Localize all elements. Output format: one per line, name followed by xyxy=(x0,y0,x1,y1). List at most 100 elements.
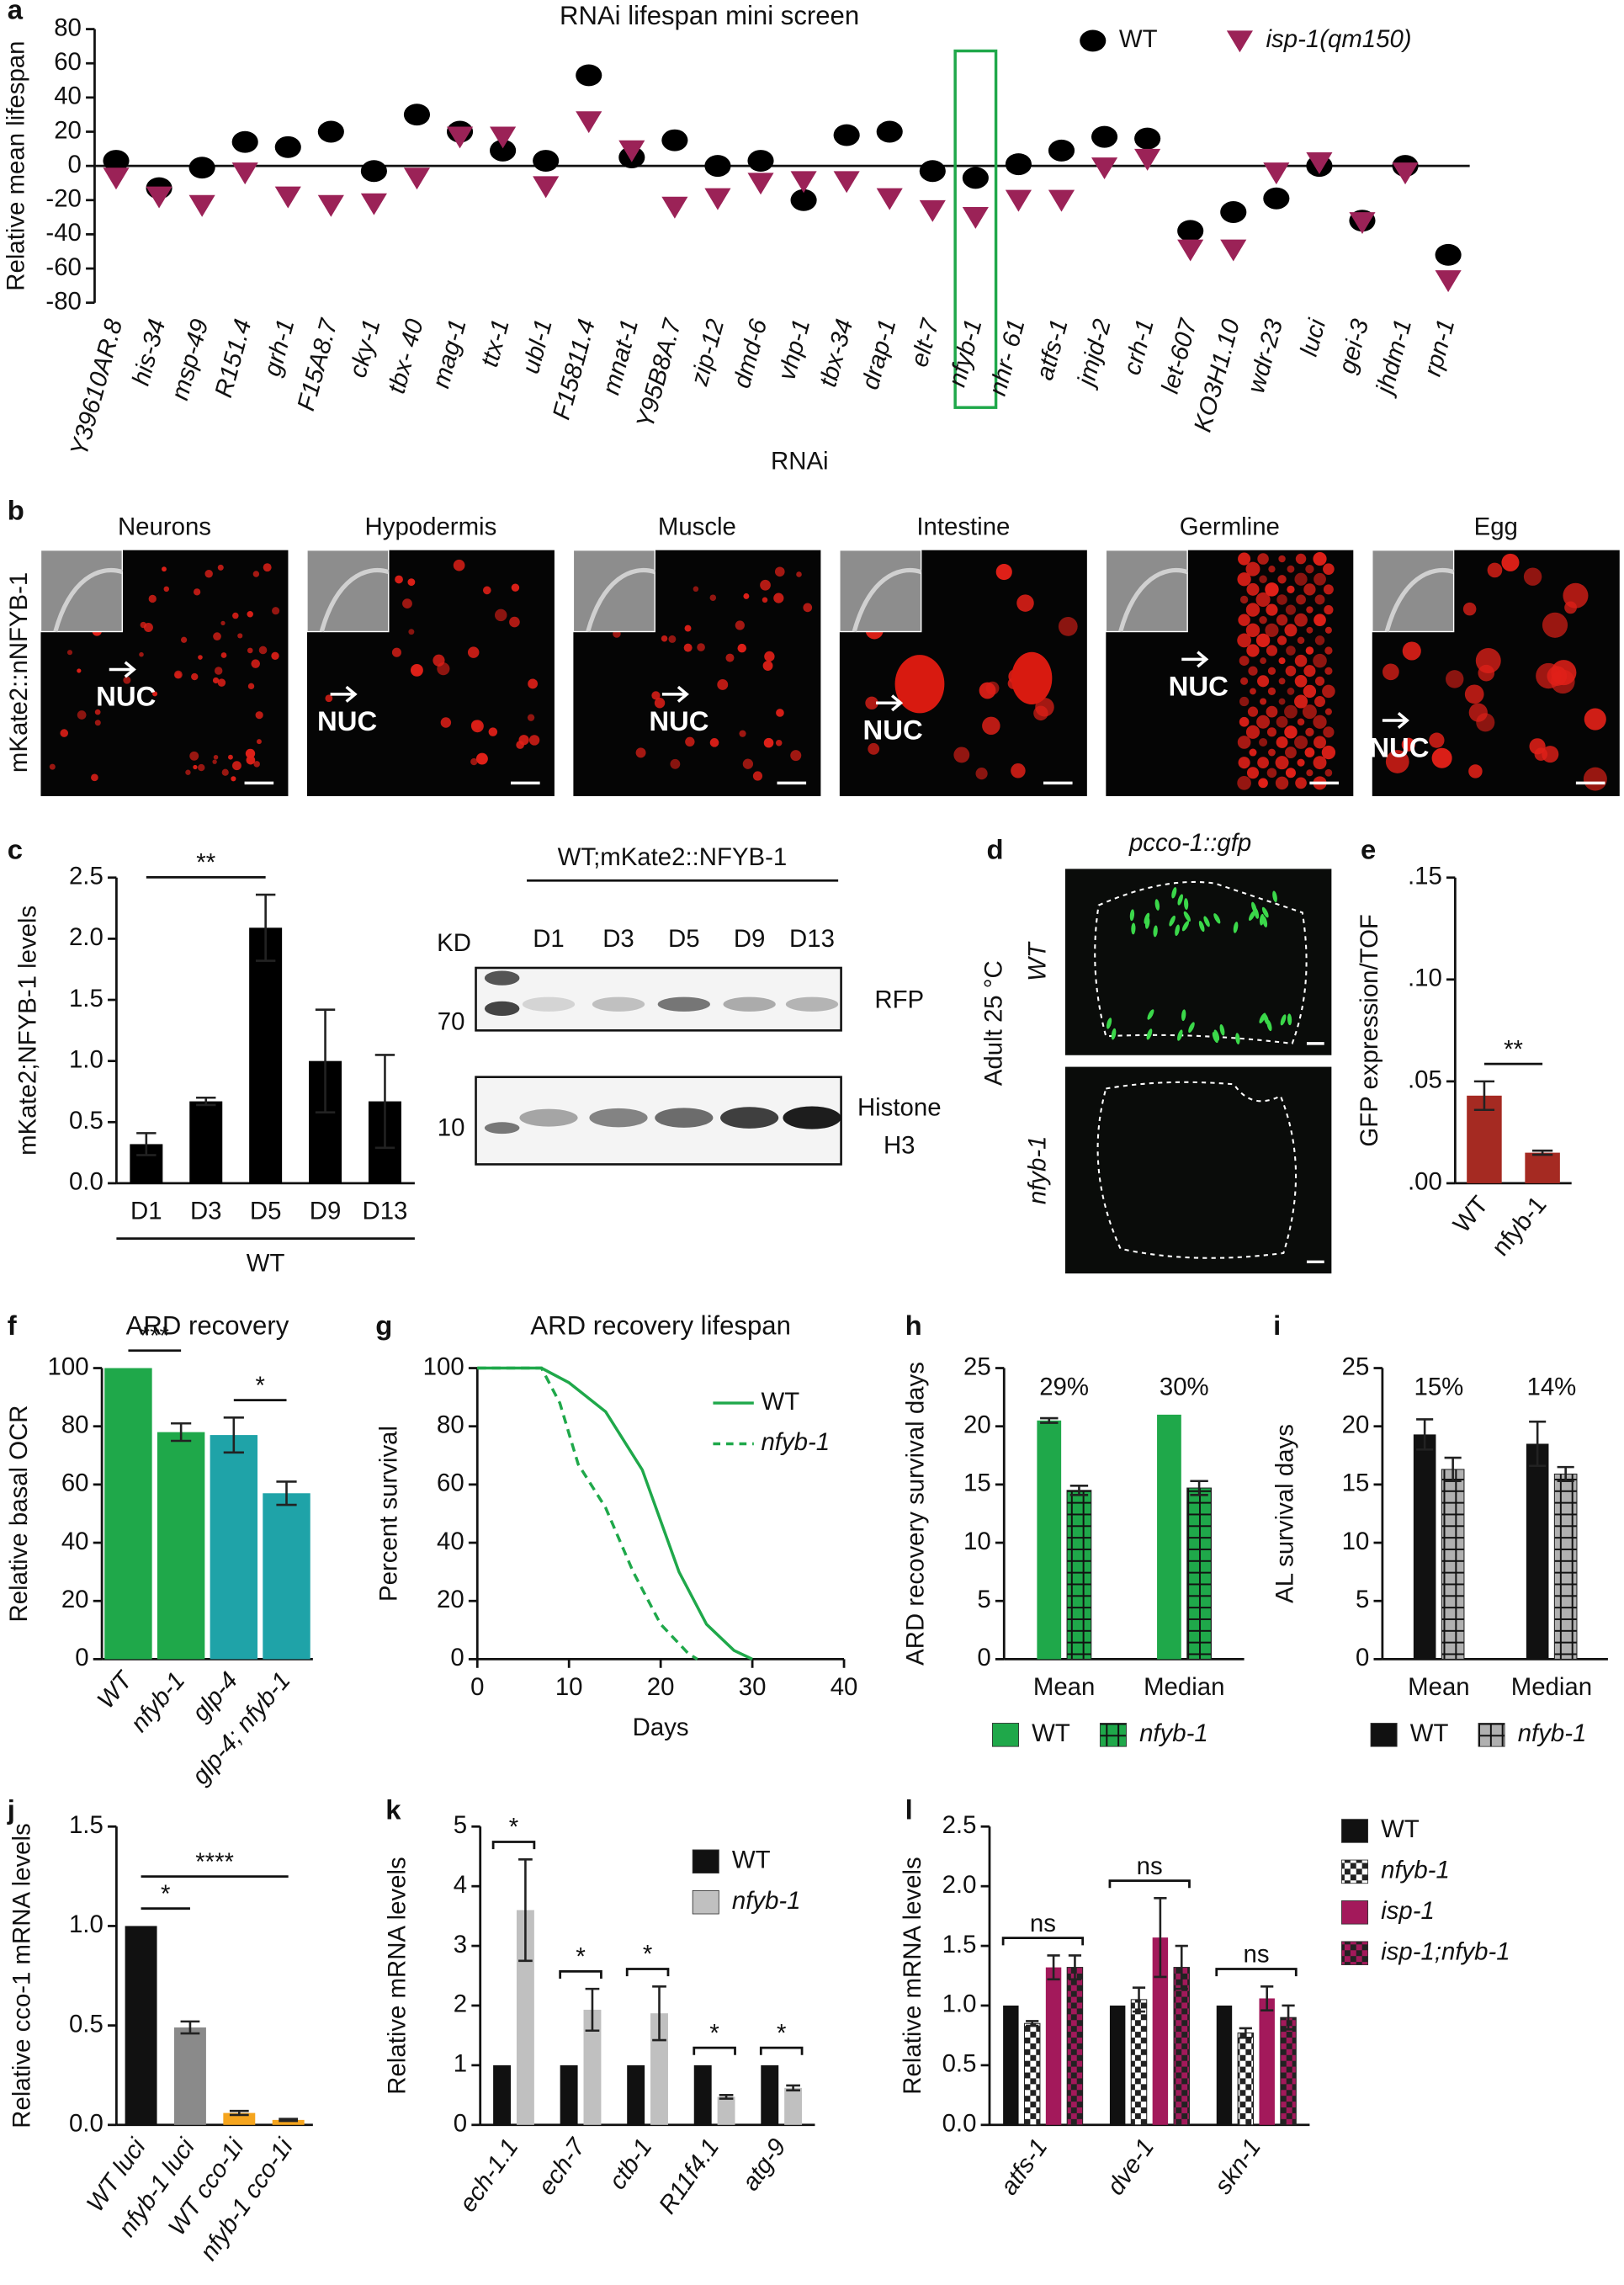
ladder-band xyxy=(484,970,520,986)
error-bar xyxy=(1529,1420,1547,1468)
nucleus-spot xyxy=(94,720,101,726)
point xyxy=(833,124,860,146)
gfp-spot xyxy=(1213,913,1221,924)
point xyxy=(747,150,774,173)
nucleus-spot xyxy=(272,607,280,615)
inset xyxy=(1372,549,1455,633)
error-bar xyxy=(1444,1456,1462,1483)
y-tick-label: .05 xyxy=(1408,1066,1442,1094)
error-bar xyxy=(374,1054,395,1150)
error-bar xyxy=(1047,1954,1060,1981)
gfp-spot xyxy=(1287,1013,1292,1026)
inset xyxy=(40,549,124,633)
nucleus-spot xyxy=(1278,657,1286,665)
inset xyxy=(306,549,390,633)
inset-detail xyxy=(1384,567,1455,633)
bar xyxy=(263,1493,310,1660)
nucleus-spot xyxy=(258,646,268,655)
point xyxy=(360,160,387,183)
x-tick-label: WT xyxy=(92,1666,139,1714)
legend-swatch xyxy=(1341,1900,1369,1925)
x-tick-label: atg-9 xyxy=(736,2134,791,2196)
nucleus-spot xyxy=(1016,594,1034,612)
error-bar xyxy=(585,1987,600,2033)
y-axis-label: Relative mRNA levels xyxy=(899,1857,926,2094)
nucleus-spot xyxy=(1287,585,1295,594)
bar xyxy=(210,1435,258,1660)
ladder-band xyxy=(484,1122,520,1135)
bar xyxy=(627,2064,645,2125)
nucleus-spot xyxy=(1250,688,1256,695)
gfp-spot xyxy=(1111,1028,1117,1040)
nucleus-spot xyxy=(764,651,775,662)
nucleus-spot xyxy=(193,764,198,770)
nucleus-spot xyxy=(1551,669,1575,694)
highlight-box xyxy=(953,49,998,409)
nucleus-spot xyxy=(1313,756,1327,770)
y-tick-label: .00 xyxy=(1408,1168,1442,1196)
nucleus-spot xyxy=(173,670,183,679)
nuc-label: NUC xyxy=(863,715,923,746)
gfp-spot xyxy=(1147,1009,1154,1020)
x-tick-label: 40 xyxy=(831,1673,858,1701)
y-tick-label: 2 xyxy=(454,1990,467,2018)
error-bar xyxy=(1154,1897,1167,1979)
nucleus-spot xyxy=(1259,737,1268,747)
worm-outline xyxy=(1096,1081,1298,1259)
nucleus-spot xyxy=(77,710,87,720)
y-tick-label: 4 xyxy=(454,1871,467,1899)
y-tick-label: 20 xyxy=(1342,1411,1370,1438)
x-tick-label: F15A8.7 xyxy=(292,315,343,413)
point xyxy=(146,186,172,209)
error-bar xyxy=(276,1480,297,1507)
y-tick-label: 5 xyxy=(454,1811,467,1839)
image-title: Neurons xyxy=(118,513,211,541)
nucleus-spot xyxy=(1278,555,1286,563)
nucleus-spot xyxy=(1011,763,1026,778)
significance-label: * xyxy=(161,1880,170,1908)
point xyxy=(188,194,215,217)
significance-bracket xyxy=(1001,1937,1085,1946)
y-axis-label: Relative mRNA levels xyxy=(384,1857,411,2094)
nucleus-spot xyxy=(1314,635,1325,646)
x-tick-label: ech-7 xyxy=(533,2133,592,2200)
nucleus-spot xyxy=(214,667,223,675)
nucleus-spot xyxy=(1266,727,1276,737)
nucleus-spot xyxy=(1278,678,1286,685)
y-tick-label: 1.5 xyxy=(69,985,103,1012)
y-tick-label: 2.0 xyxy=(942,1871,977,1899)
point xyxy=(1134,127,1161,150)
error-bar xyxy=(1557,1465,1574,1483)
point xyxy=(1134,148,1161,171)
gfp-spot xyxy=(1235,1033,1240,1044)
bar xyxy=(1157,1414,1181,1660)
panel-label: d xyxy=(987,833,1004,864)
nucleus-spot xyxy=(263,563,272,572)
error-bar xyxy=(1239,2027,1252,2039)
image-title: Germline xyxy=(1180,513,1280,541)
nucleus-spot xyxy=(231,776,236,782)
nucleus-spot xyxy=(1275,776,1289,790)
y-tick-label: 60 xyxy=(54,48,82,76)
gfp-spot xyxy=(1188,1022,1195,1034)
panel-label: l xyxy=(905,1794,913,1825)
point xyxy=(1091,125,1118,148)
point xyxy=(1349,212,1376,235)
protein-band xyxy=(655,1108,714,1128)
row-label: nfyb-1 xyxy=(1024,1136,1052,1205)
x-tick-label: 10 xyxy=(555,1673,583,1701)
nuc-arrow xyxy=(661,685,689,703)
nucleus-spot xyxy=(148,594,157,603)
bar xyxy=(784,2087,803,2125)
bar xyxy=(173,2027,206,2125)
y-tick-label: 0.5 xyxy=(69,2010,103,2038)
bar xyxy=(1045,1967,1062,2125)
nucleus-spot xyxy=(1303,684,1317,699)
nucleus-spot xyxy=(402,598,412,609)
point xyxy=(576,111,602,134)
x-tick-label: ubl-1 xyxy=(517,316,558,377)
point xyxy=(1263,187,1290,210)
panel-label: g xyxy=(375,1310,392,1341)
x-tick-label: atfs-1 xyxy=(995,2134,1053,2200)
significance-label: ns xyxy=(1243,1941,1269,1969)
